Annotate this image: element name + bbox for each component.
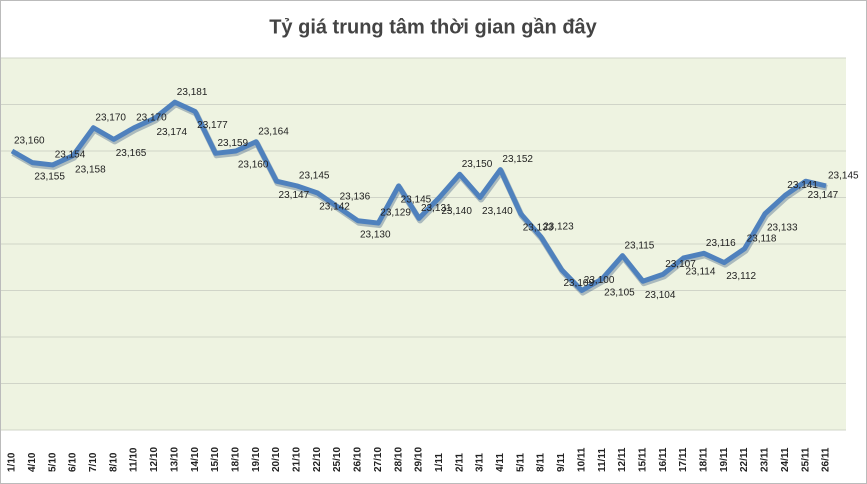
data-label: 23,170 (95, 112, 126, 123)
data-label: 23,112 (726, 271, 756, 282)
data-label: 23,133 (767, 222, 798, 233)
data-label: 23,147 (279, 190, 310, 201)
x-tick-label: 4/10 (27, 452, 38, 472)
data-label: 23,131 (421, 203, 452, 214)
data-label: 23,141 (787, 180, 818, 191)
data-label: 23,160 (238, 160, 269, 171)
x-tick-label: 8/10 (108, 452, 119, 472)
data-label: 23,118 (747, 233, 777, 244)
data-label: 23,170 (136, 112, 167, 123)
x-tick-label: 20/10 (271, 447, 282, 472)
data-label: 23,165 (116, 148, 147, 159)
data-label: 23,159 (218, 138, 249, 149)
data-label: 23,147 (808, 190, 839, 201)
x-tick-label: 22/10 (312, 447, 323, 472)
data-label: 23,152 (502, 154, 533, 165)
data-label: 23,140 (482, 206, 513, 217)
x-tick-label: 25/11 (800, 447, 811, 472)
data-label: 23,181 (177, 87, 208, 98)
x-tick-label: 7/10 (88, 452, 99, 472)
x-tick-label: 11/10 (129, 447, 140, 472)
x-tick-label: 15/10 (210, 447, 221, 472)
data-label: 23,136 (340, 191, 371, 202)
data-label: 23,145 (828, 171, 859, 182)
data-label: 23,130 (360, 229, 391, 240)
x-tick-label: 19/11 (719, 447, 730, 472)
x-tick-label: 12/11 (617, 447, 628, 472)
data-label: 23,114 (686, 267, 716, 278)
x-tick-label: 12/10 (149, 447, 160, 472)
x-tick-label: 26/11 (821, 447, 832, 472)
x-tick-label: 19/10 (251, 447, 262, 472)
data-label: 23,104 (645, 290, 676, 301)
data-label: 23,158 (75, 164, 106, 175)
data-label: 23,142 (319, 201, 350, 212)
x-tick-label: 24/11 (780, 447, 791, 472)
data-label: 23,174 (156, 127, 187, 138)
x-tick-label: 13/10 (169, 447, 180, 472)
data-label: 23,160 (14, 136, 45, 147)
data-label: 23,150 (462, 159, 493, 170)
data-label: 23,116 (706, 238, 736, 249)
chart-title: Tỷ giá trung tâm thời gian gần đây (269, 16, 597, 38)
x-tick-label: 1/11 (434, 453, 445, 472)
data-label: 23,177 (197, 120, 228, 131)
x-tick-label: 28/10 (393, 447, 404, 472)
data-label: 23,109 (563, 278, 594, 289)
x-tick-label: 27/10 (373, 447, 384, 472)
data-label: 23,105 (604, 288, 635, 299)
x-tick-label: 9/11 (556, 453, 567, 472)
x-tick-label: 4/11 (495, 453, 506, 472)
x-tick-label: 8/11 (536, 453, 547, 472)
x-tick-label: 29/10 (414, 447, 425, 472)
x-tick-label: 1/10 (7, 452, 18, 472)
data-label: 23,129 (380, 208, 411, 219)
x-tick-label: 21/10 (292, 447, 303, 472)
x-tick-label: 5/11 (515, 453, 526, 472)
x-tick-label: 11/11 (597, 448, 608, 472)
data-label: 23,115 (625, 240, 655, 251)
x-tick-label: 23/11 (760, 447, 771, 472)
x-tick-label: 3/11 (475, 453, 486, 472)
x-tick-label: 26/10 (353, 447, 364, 472)
data-label: 23,164 (258, 126, 289, 137)
x-tick-label: 18/10 (230, 447, 241, 472)
x-tick-label: 18/11 (699, 447, 710, 472)
x-tick-label: 14/10 (190, 447, 201, 472)
data-label: 23,145 (299, 171, 330, 182)
x-tick-label: 15/11 (637, 447, 648, 472)
data-label: 23,140 (441, 206, 472, 217)
x-tick-label: 16/11 (658, 447, 669, 472)
data-label: 23,107 (665, 259, 696, 270)
x-tick-label: 17/11 (678, 447, 689, 472)
data-label: 23,154 (55, 150, 86, 161)
x-tick-label: 2/11 (454, 453, 465, 472)
data-label: 23,123 (543, 222, 574, 233)
x-tick-label: 22/11 (739, 447, 750, 472)
data-line (10, 99, 827, 293)
x-tick-label: 10/11 (576, 447, 587, 472)
data-label: 23,145 (401, 195, 432, 206)
x-tick-label: 25/10 (332, 447, 343, 472)
x-tick-label: 5/10 (47, 452, 58, 472)
data-label: 23,155 (34, 171, 65, 182)
data-label: 23,100 (584, 275, 615, 286)
data-label: 23,133 (523, 222, 554, 233)
x-tick-label: 6/10 (68, 452, 79, 472)
